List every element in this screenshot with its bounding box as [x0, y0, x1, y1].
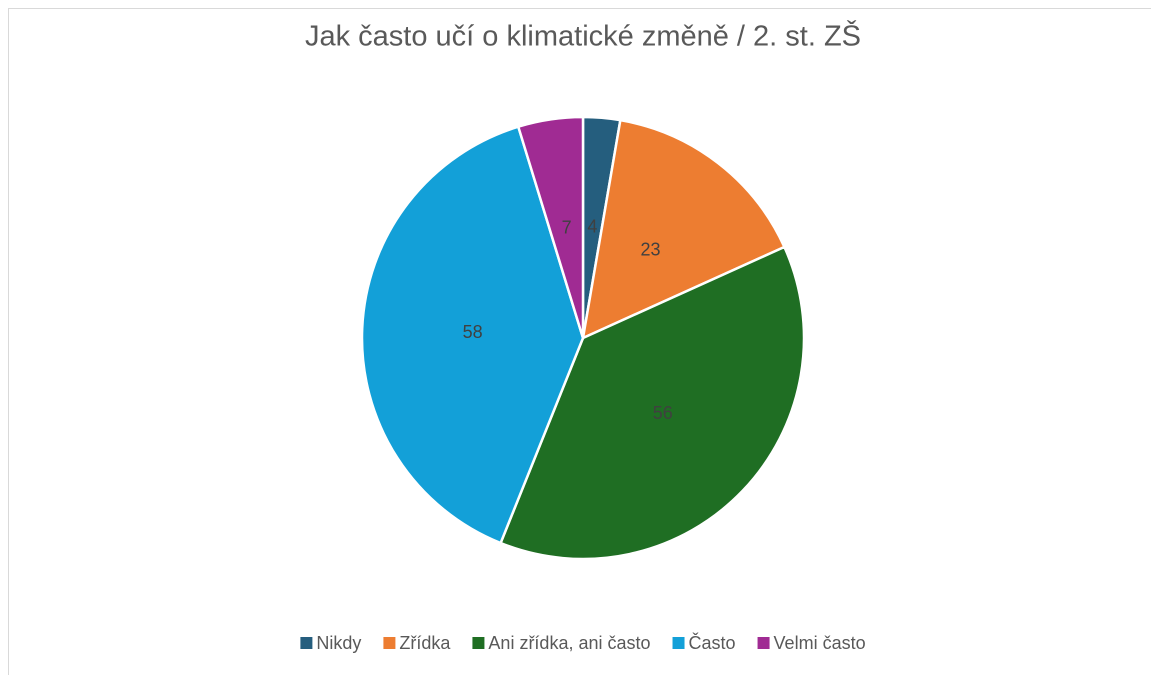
- data-label: 23: [641, 239, 661, 259]
- pie-slice: [360, 125, 585, 545]
- pie-slice: [498, 245, 806, 561]
- pie-slice: [581, 118, 787, 341]
- data-label: 7: [562, 217, 572, 237]
- legend: Nikdy Zřídka Ani zřídka, ani často Často Vel…: [300, 632, 866, 653]
- legend-swatch: [300, 637, 313, 649]
- legend-label: Velmi často: [774, 633, 866, 653]
- legend-swatch: [672, 637, 685, 649]
- legend-swatch: [472, 637, 485, 649]
- legend-label: Nikdy: [316, 633, 361, 653]
- legend-swatch: [383, 637, 396, 649]
- legend-label: Zřídka: [399, 633, 451, 653]
- legend-label: Ani zřídka, ani často: [488, 633, 650, 653]
- legend-label: Často: [689, 632, 736, 653]
- legend-swatch: [757, 637, 770, 649]
- pie-slice: [516, 115, 585, 339]
- data-label: 58: [463, 322, 483, 342]
- data-label: 4: [587, 217, 597, 237]
- chart-title: Jak často učí o klimatické změně / 2. st…: [305, 19, 861, 53]
- data-label: 56: [653, 403, 673, 423]
